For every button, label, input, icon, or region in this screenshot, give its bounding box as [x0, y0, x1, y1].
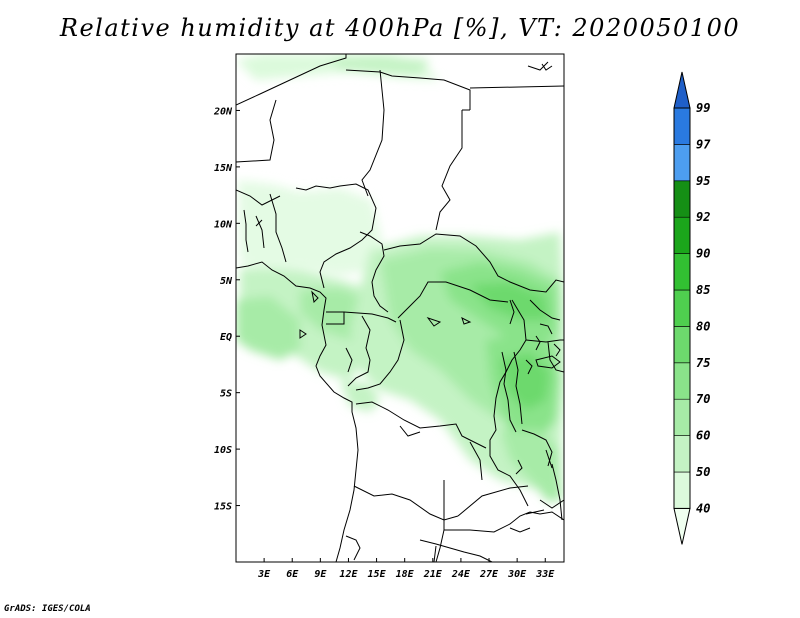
- coastline: [236, 261, 359, 562]
- x-tick-label: 27E: [479, 569, 499, 580]
- colorbar-box: [673, 253, 691, 291]
- colorbar-box: [673, 144, 691, 182]
- colorbar-box: [673, 107, 691, 145]
- humidity-area-angola-coast: [340, 380, 380, 412]
- colorbar-label: 70: [696, 392, 710, 406]
- y-tick-label: 10N: [214, 219, 233, 230]
- country-borders: [236, 54, 564, 562]
- colorbar-lower-triangle: [673, 507, 691, 545]
- y-axis: 20N 15N 10N 5N EQ 5S 10S 15S: [213, 106, 240, 513]
- colorbar-upper-triangle: [673, 71, 691, 109]
- x-tick-label: 6E: [286, 569, 299, 580]
- y-tick-label: 5S: [220, 389, 232, 400]
- colorbar-label: 85: [696, 283, 710, 297]
- colorbar-box: [673, 326, 691, 364]
- x-tick-label: 9E: [314, 569, 327, 580]
- colorbar-label: 60: [696, 429, 710, 443]
- credit-label: GrADS: IGES/COLA: [4, 604, 91, 614]
- colorbar-box: [673, 216, 691, 254]
- humidity-field: [236, 54, 564, 502]
- y-tick-label: 20N: [213, 106, 233, 117]
- x-axis: 3E 6E 9E 12E 15E 18E 21E 24E 27E 30E 33E: [257, 558, 555, 580]
- x-tick-label: 21E: [423, 569, 443, 580]
- x-tick-label: 18E: [396, 569, 415, 580]
- x-tick-label: 15E: [368, 569, 387, 580]
- colorbar-box: [673, 471, 691, 509]
- y-tick-label: EQ: [220, 332, 232, 343]
- x-tick-label: 12E: [339, 569, 358, 580]
- x-tick-label: 30E: [507, 569, 527, 580]
- x-tick-label: 24E: [451, 569, 471, 580]
- colorbar-label: 92: [696, 210, 710, 224]
- colorbar: 40 50 60 70 75 80 85 90 92 95 97 99: [673, 71, 711, 545]
- humidity-area-rift-south: [500, 430, 562, 502]
- map-title: Relative humidity at 400hPa [%], VT: 202…: [59, 14, 741, 42]
- colorbar-box: [673, 398, 691, 436]
- colorbar-box: [673, 289, 691, 327]
- colorbar-label: 80: [696, 319, 710, 333]
- y-tick-label: 15S: [214, 502, 232, 513]
- y-tick-label: 15N: [214, 163, 233, 174]
- humidity-area-lakes-max: [500, 352, 550, 410]
- x-tick-label: 33E: [535, 569, 555, 580]
- colorbar-box: [673, 180, 691, 218]
- lakes: [299, 290, 561, 375]
- colorbar-label: 75: [696, 356, 710, 370]
- colorbar-box: [673, 362, 691, 400]
- colorbar-label: 99: [696, 101, 710, 115]
- colorbar-box: [673, 435, 691, 473]
- colorbar-label: 90: [696, 247, 710, 261]
- y-tick-label: 10S: [214, 445, 232, 456]
- humidity-area-gabon: [236, 296, 300, 360]
- y-tick-label: 5N: [220, 276, 233, 287]
- humidity-area-core-max: [470, 282, 548, 320]
- map-border: [235, 53, 565, 563]
- x-tick-label: 3E: [257, 569, 271, 580]
- humidity-area-sahara-core: [330, 56, 430, 74]
- colorbar-label: 50: [696, 465, 710, 479]
- colorbar-label: 95: [696, 174, 710, 188]
- colorbar-label: 40: [696, 501, 710, 515]
- colorbar-outline: [673, 107, 691, 509]
- colorbar-label: 97: [696, 137, 711, 151]
